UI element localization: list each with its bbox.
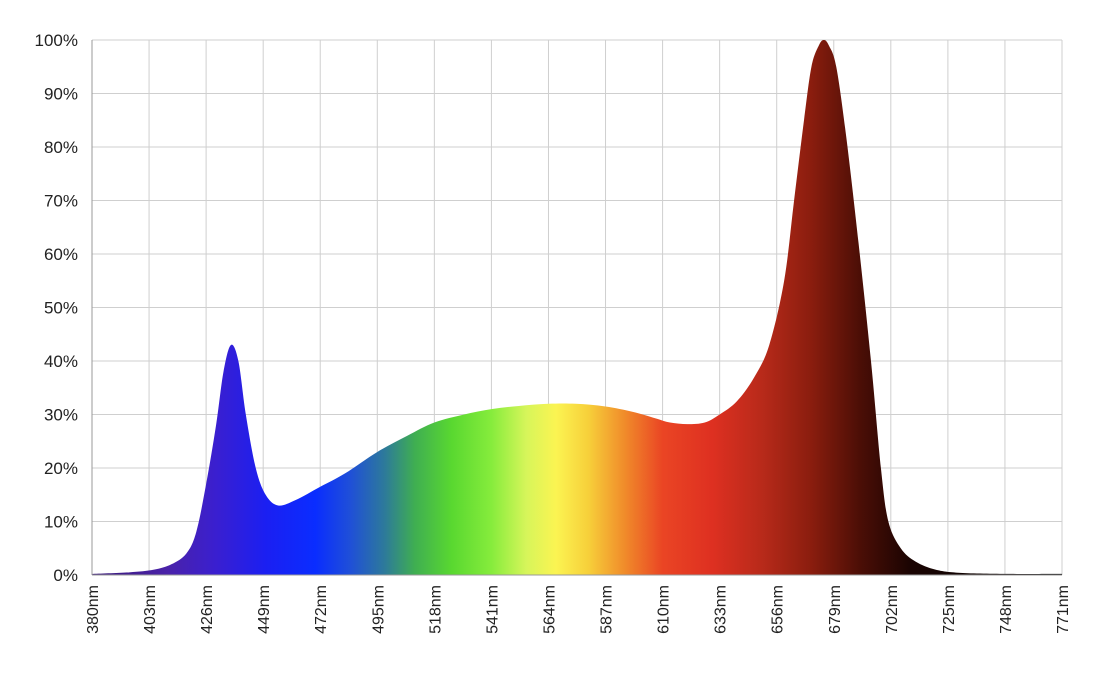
spectrum-area <box>92 40 1062 575</box>
x-tick-label: 495nm <box>370 585 387 634</box>
x-tick-label: 380nm <box>85 585 102 634</box>
x-tick-label: 403nm <box>142 585 159 634</box>
x-tick-label: 541nm <box>484 585 501 634</box>
x-tick-label: 426nm <box>199 585 216 634</box>
x-tick-label: 771nm <box>1055 585 1072 634</box>
x-tick-label: 564nm <box>541 585 558 634</box>
y-tick-label: 20% <box>44 459 78 478</box>
spectrum-series-area <box>92 40 1062 575</box>
x-tick-label: 449nm <box>256 585 273 634</box>
x-tick-label: 633nm <box>713 585 730 634</box>
y-tick-labels: 0% 10% 20% 30% 40% 50% 60% 70% 80% 90% 100% <box>35 31 78 585</box>
y-tick-label: 40% <box>44 352 78 371</box>
x-tick-label: 679nm <box>827 585 844 634</box>
y-tick-label: 80% <box>44 138 78 157</box>
y-tick-label: 90% <box>44 85 78 104</box>
y-tick-label: 30% <box>44 406 78 425</box>
y-tick-label: 50% <box>44 299 78 318</box>
x-tick-label: 748nm <box>998 585 1015 634</box>
x-tick-label: 656nm <box>770 585 787 634</box>
x-tick-label: 702nm <box>884 585 901 634</box>
x-tick-labels: 380nm 403nm 426nm 449nm 472nm 495nm 518nm 541nm… <box>85 585 1072 634</box>
y-tick-label: 0% <box>53 566 78 585</box>
y-tick-label: 70% <box>44 192 78 211</box>
y-tick-label: 100% <box>35 31 78 50</box>
x-tick-label: 610nm <box>656 585 673 634</box>
y-tick-label: 60% <box>44 245 78 264</box>
y-tick-label: 10% <box>44 513 78 532</box>
x-tick-label: 518nm <box>427 585 444 634</box>
x-tick-label: 725nm <box>941 585 958 634</box>
x-tick-label: 472nm <box>313 585 330 634</box>
x-tick-label: 587nm <box>599 585 616 634</box>
axes <box>91 40 1062 576</box>
